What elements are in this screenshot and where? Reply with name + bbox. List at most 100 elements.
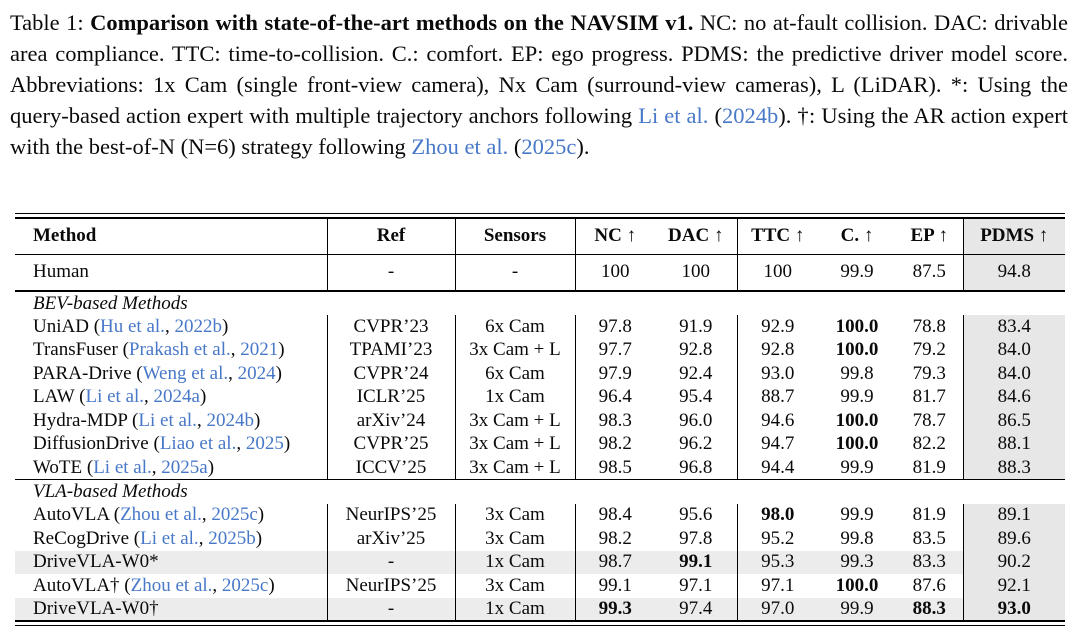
citation-year-link[interactable]: 2025c [221,574,269,596]
citation-year-link[interactable]: 2025c [211,504,258,526]
citation-year-link[interactable]: 2025a [161,456,208,478]
citation-author-link[interactable]: Hu et al. [100,315,165,337]
citation-author-link[interactable]: Liao et al. [159,433,237,455]
col-header-ttc: TTC ↑ [751,225,805,247]
citation-author-link[interactable]: Li et al. [93,456,152,478]
value-comfort: 100.0 [835,433,879,455]
results-table: Method Ref Sensors NC ↑ DAC ↑ TTC ↑ C. ↑… [15,213,1065,626]
ref-cell: CVPR’24 [327,362,456,386]
table-row: DriveVLA-W0* -1x Cam 98.7 99.1 95.3 99.3 83.3 9… [15,550,1065,574]
citation-close-paren: ) [255,527,263,549]
table-row: ReCogDrive (Li et al., 2025b) arXiv’25 3x … [15,527,1065,551]
sensors-cell: 3x Cam [455,503,576,527]
value-ep: 87.5 [896,254,964,291]
citation-author-link[interactable]: Zhou et al. [120,504,202,526]
value-pdms: 92.1 [963,574,1065,598]
citation-author-link[interactable]: Zhou et al. [130,574,213,596]
col-header-method: Method [15,218,328,254]
value-comfort: 99.3 [818,550,896,574]
sensors-cell: 1x Cam [455,550,576,574]
value-dac: 92.8 [655,338,738,362]
caption-end: ). [576,134,590,159]
citation-separator: , [144,386,154,408]
sensors-cell: 1x Cam [455,597,576,621]
value-ep: 78.7 [896,409,964,433]
value-nc: 98.4 [598,504,632,526]
table-row: AutoVLA† (Zhou et al., 2025c) NeurIPS’25 3… [15,574,1065,598]
value-ttc: 92.9 [761,315,795,337]
value-comfort: 100.0 [835,315,879,337]
method-name: DiffusionDrive ( [33,433,160,455]
citation-year-link[interactable]: 2024a [153,386,200,408]
citation-separator: , [196,409,207,431]
citation-author-link[interactable]: Weng et al. [142,362,229,384]
value-ep: 87.6 [896,574,964,598]
table-row: WoTE (Li et al., 2025a) ICCV’25 3x Cam + L… [15,456,1065,480]
value-nc: 98.3 [598,409,632,431]
citation-link-zhou-2025c[interactable]: Zhou et al. [411,134,509,159]
sensors-cell: 1x Cam [455,385,576,409]
method-name: AutoVLA† ( [33,574,131,596]
value-dac: 99.1 [655,550,738,574]
citation-author-link[interactable]: Li et al. [138,409,197,431]
table-row: UniAD (Hu et al., 2022b) CVPR’23 6x Cam 97.… [15,315,1065,339]
value-ttc: 100 [763,261,793,283]
ref-cell: TPAMI’23 [327,338,456,362]
citation-author-link[interactable]: Li et al. [85,386,145,408]
caption-title: Comparison with state-of-the-art methods… [90,10,694,35]
value-nc: 99.3 [575,597,655,621]
value-pdms: 93.0 [963,597,1065,621]
value-nc: 99.1 [598,574,632,596]
citation-close-paren: ) [257,504,265,526]
caption-paren-2: ( [508,134,522,159]
value-dac: 100 [655,254,738,291]
value-nc: 97.8 [598,315,632,337]
method-cell: LAW (Li et al., 2024a) [15,385,328,409]
citation-year-2024b[interactable]: 2024b [721,103,779,128]
value-nc: 98.5 [598,456,632,478]
citation-year-2025c[interactable]: 2025c [521,134,577,159]
ref-cell: CVPR’23 [327,315,456,339]
col-header-sensors: Sensors [455,218,576,254]
value-comfort: 99.9 [840,261,874,283]
table-row: DiffusionDrive (Liao et al., 2025) CVPR’2… [15,432,1065,456]
value-dac: 97.8 [655,527,738,551]
ref-cell: CVPR’25 [327,432,456,456]
value-ep: 88.3 [896,597,964,621]
value-comfort: 100.0 [835,339,879,361]
sensors-cell: 3x Cam + L [455,432,576,456]
ref-cell: arXiv’25 [327,527,456,551]
value-dac: 97.1 [655,574,738,598]
value-nc: 98.2 [598,433,632,455]
citation-author-link[interactable]: Prakash et al. [128,339,231,361]
ref-cell: NeurIPS’25 [327,503,456,527]
table-row: Hydra-MDP (Li et al., 2024b) arXiv’24 3x C… [15,409,1065,433]
method-cell: UniAD (Hu et al., 2022b) [15,315,328,339]
citation-separator: , [198,527,209,549]
method-name: UniAD ( [33,315,101,337]
value-comfort: 100.0 [835,409,879,431]
citation-year-link[interactable]: 2021 [240,339,279,361]
method-cell: TransFuser (Prakash et al., 2021) [15,338,328,362]
citation-year-link[interactable]: 2025b [208,527,256,549]
caption-body: NC: no at-fault collision. DAC: drivable… [10,10,1068,128]
citation-close-paren: ) [278,339,285,361]
value-comfort: 99.8 [840,527,874,549]
table-row: PARA-Drive (Weng et al., 2024) CVPR’24 6x … [15,362,1065,386]
value-ttc: 97.0 [737,597,818,621]
value-ep: 78.8 [896,315,964,339]
table-row: DriveVLA-W0† -1x Cam 99.3 97.4 97.0 99.9 88.3 9… [15,597,1065,621]
value-nc: 97.9 [598,362,632,384]
value-ttc: 95.2 [761,527,795,549]
citation-year-link[interactable]: 2022b [174,315,222,337]
method-cell: AutoVLA (Zhou et al., 2025c) [15,503,328,527]
method-name: Human [33,261,89,283]
citation-separator: , [228,362,238,384]
citation-link-li-2024b[interactable]: Li et al. [638,103,709,128]
citation-year-link[interactable]: 2025 [245,433,284,455]
citation-author-link[interactable]: Li et al. [140,527,199,549]
sensors-cell: 3x Cam + L [455,456,576,480]
citation-year-link[interactable]: 2024b [206,409,254,431]
citation-year-link[interactable]: 2024 [237,362,276,384]
method-cell: Hydra-MDP (Li et al., 2024b) [15,409,328,433]
